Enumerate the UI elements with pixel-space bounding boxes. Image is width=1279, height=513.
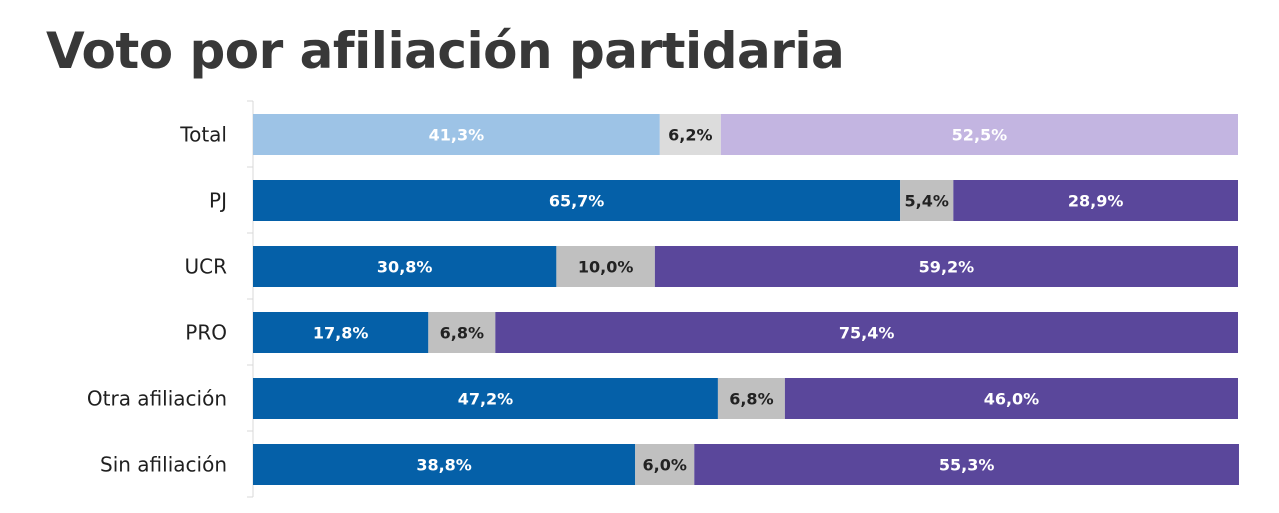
data-label: 52,5% <box>952 126 1008 145</box>
data-label: 55,3% <box>939 456 995 475</box>
category-label: PRO <box>185 321 227 345</box>
bar-segment <box>253 444 636 485</box>
bar-segment <box>720 114 1238 155</box>
bar-segment <box>694 444 1239 485</box>
category-label: PJ <box>209 189 227 213</box>
data-label: 65,7% <box>549 192 605 211</box>
bar-segment <box>784 378 1238 419</box>
bar-segment <box>253 312 429 353</box>
data-label: 17,8% <box>313 324 369 343</box>
bar-segment <box>654 246 1238 287</box>
bar-segment <box>253 246 557 287</box>
chart-title: Voto por afiliación partidaria <box>46 22 845 80</box>
data-label: 59,2% <box>919 258 975 277</box>
data-label: 41,3% <box>429 126 485 145</box>
data-label: 30,8% <box>377 258 433 277</box>
data-label: 6,0% <box>643 456 687 475</box>
bar-segment <box>717 378 785 419</box>
data-label: 5,4% <box>905 192 949 211</box>
bar-segment <box>659 114 721 155</box>
data-label: 10,0% <box>578 258 634 277</box>
data-label: 28,9% <box>1068 192 1124 211</box>
bar-segment <box>253 378 718 419</box>
bar-segment <box>253 180 901 221</box>
data-label: 6,8% <box>440 324 484 343</box>
data-label: 46,0% <box>984 390 1040 409</box>
category-label: Total <box>179 123 227 147</box>
data-label: 47,2% <box>458 390 514 409</box>
bar-segment <box>953 180 1238 221</box>
bar-segment <box>428 312 496 353</box>
category-label: Otra afiliación <box>87 387 227 411</box>
bar-segment <box>900 180 954 221</box>
category-label: UCR <box>185 255 228 279</box>
bar-segment <box>556 246 655 287</box>
data-label: 6,8% <box>729 390 773 409</box>
bar-segment <box>495 312 1238 353</box>
bar-segment <box>253 114 660 155</box>
data-label: 6,2% <box>668 126 712 145</box>
data-label: 75,4% <box>839 324 895 343</box>
data-label: 38,8% <box>416 456 472 475</box>
category-label: Sin afiliación <box>100 453 227 477</box>
bar-segment <box>635 444 695 485</box>
